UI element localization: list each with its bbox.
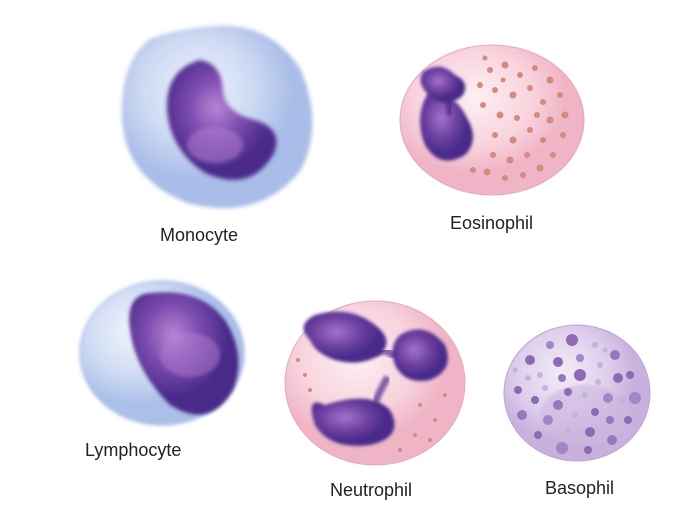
basophil-label: Basophil [545,478,614,499]
basophil-cell [500,320,655,465]
monocyte-label: Monocyte [160,225,238,246]
eosinophil-cell [395,40,590,200]
lymphocyte-cell [75,275,250,430]
neutrophil-cell [280,295,470,470]
neutrophil-label: Neutrophil [330,480,412,501]
eosinophil-label: Eosinophil [450,213,533,234]
monocyte-cell [105,15,325,215]
lymphocyte-label: Lymphocyte [85,440,181,461]
